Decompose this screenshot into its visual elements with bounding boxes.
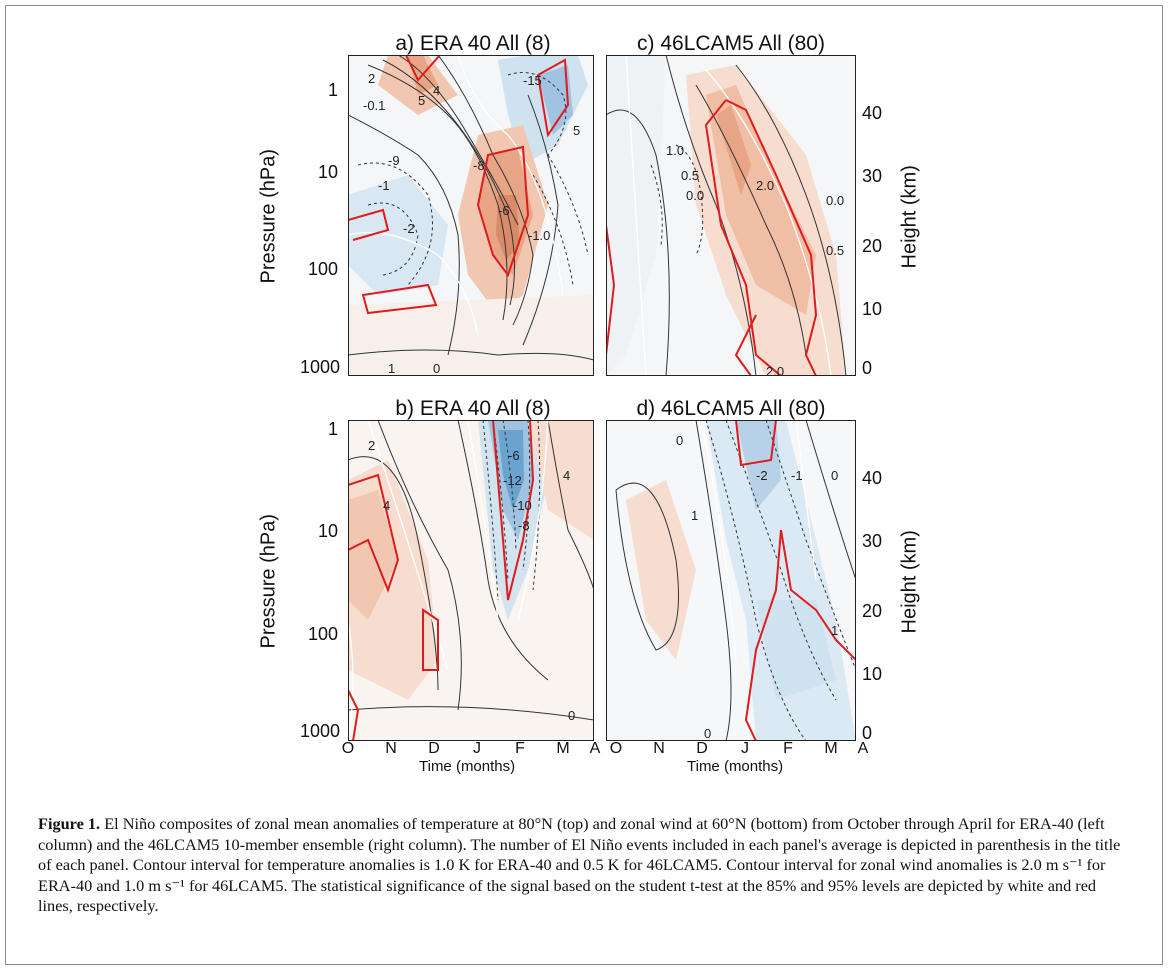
svg-text:1: 1 — [691, 508, 698, 523]
svg-text:1: 1 — [388, 361, 395, 376]
pressure-tick: 1000 — [300, 357, 341, 377]
height-tick: 40 — [862, 103, 883, 123]
panel-d-contour-labels: 0 -2 -1 0 1 1 0 — [676, 433, 838, 741]
svg-text:2.0: 2.0 — [756, 178, 774, 193]
svg-text:-0.1: -0.1 — [363, 98, 385, 113]
svg-text:0.5: 0.5 — [826, 243, 844, 258]
svg-text:-15: -15 — [523, 73, 542, 88]
height-tick: 20 — [862, 601, 883, 621]
panel-a-title: a) ERA 40 All (8) — [395, 32, 551, 55]
month-tick: O — [609, 740, 623, 757]
month-tick: D — [696, 740, 708, 757]
svg-text:2: 2 — [368, 71, 375, 86]
height-tick: 0 — [862, 358, 873, 378]
month-tick: J — [741, 740, 749, 757]
svg-text:0: 0 — [831, 468, 838, 483]
svg-text:0: 0 — [568, 708, 575, 723]
month-tick: J — [473, 740, 481, 757]
panel-d-plot: 0 -2 -1 0 1 1 0 — [606, 420, 856, 741]
month-tick: N — [653, 740, 665, 757]
height-tick: 30 — [862, 166, 883, 186]
pressure-tick: 1000 — [300, 721, 341, 741]
svg-text:5: 5 — [573, 123, 580, 138]
month-tick: O — [341, 740, 355, 757]
height-tick: 30 — [862, 531, 883, 551]
time-axis-label-right: Time (months) — [687, 758, 784, 775]
figure-caption: Figure 1. El Niño composites of zonal me… — [38, 814, 1128, 917]
pressure-axis-label-top: Pressure (hPa) — [257, 149, 280, 284]
svg-text:1.0: 1.0 — [666, 143, 684, 158]
svg-text:-8: -8 — [473, 158, 485, 173]
svg-text:-8: -8 — [518, 518, 530, 533]
pressure-tick: 10 — [317, 521, 338, 541]
svg-text:-6: -6 — [498, 203, 510, 218]
svg-text:-2: -2 — [756, 468, 768, 483]
panel-b-contour-labels: 2 4 -6 -12 -10 -8 4 0 — [368, 438, 575, 723]
svg-text:1: 1 — [831, 623, 838, 638]
height-tick: 40 — [862, 468, 883, 488]
panel-a-contour-labels: 2 -0.1 5 4 -9 -1 -2 -8 -6 -1.0 1 0 -15 5 — [363, 71, 580, 376]
figure-frame — [5, 5, 1163, 965]
height-tick: 0 — [862, 723, 873, 743]
month-tick: M — [556, 740, 570, 757]
pressure-tick: 100 — [307, 624, 338, 644]
svg-text:5: 5 — [418, 93, 425, 108]
month-tick: A — [589, 740, 601, 757]
panel-c-plot: 1.0 0.5 0.0 2.0 0.0 0.5 2.0 — [606, 55, 856, 376]
pressure-tick: 1 — [327, 80, 338, 100]
svg-text:4: 4 — [433, 83, 440, 98]
svg-text:-2: -2 — [403, 221, 415, 236]
pressure-tick: 100 — [307, 259, 338, 279]
svg-text:-1: -1 — [378, 178, 390, 193]
svg-text:-6: -6 — [508, 448, 520, 463]
height-tick: 10 — [862, 299, 883, 319]
height-axis-label-top: Height (km) — [898, 165, 921, 269]
pressure-tick: 10 — [317, 162, 338, 182]
month-tick: D — [428, 740, 440, 757]
panel-a-plot: 2 -0.1 5 4 -9 -1 -2 -8 -6 -1.0 1 0 -15 5 — [348, 55, 594, 376]
time-axis-label-left: Time (months) — [419, 758, 516, 775]
svg-text:2.0: 2.0 — [766, 364, 784, 376]
caption-label: Figure 1. — [38, 814, 101, 833]
panel-d-title: d) 46LCAM5 All (80) — [636, 397, 826, 420]
svg-text:0.0: 0.0 — [826, 193, 844, 208]
pressure-axis-label-bottom: Pressure (hPa) — [257, 514, 280, 649]
height-tick: 10 — [862, 664, 883, 684]
month-tick: M — [824, 740, 838, 757]
svg-text:0: 0 — [676, 433, 683, 448]
svg-text:0: 0 — [704, 726, 711, 741]
month-tick: N — [385, 740, 397, 757]
caption-text: El Niño composites of zonal mean anomali… — [38, 814, 1121, 915]
svg-text:-10: -10 — [513, 498, 532, 513]
panel-b-title: b) ERA 40 All (8) — [395, 397, 551, 420]
panel-c-contour-labels: 1.0 0.5 0.0 2.0 0.0 0.5 2.0 — [666, 143, 844, 376]
svg-text:2: 2 — [368, 438, 375, 453]
panel-c-title: c) 46LCAM5 All (80) — [637, 32, 825, 55]
svg-text:-9: -9 — [388, 153, 400, 168]
svg-text:-12: -12 — [503, 473, 522, 488]
height-axis-label-bottom: Height (km) — [898, 530, 921, 634]
month-tick: F — [515, 740, 525, 757]
height-tick: 20 — [862, 236, 883, 256]
svg-text:-1: -1 — [791, 468, 803, 483]
month-tick: A — [857, 740, 869, 757]
pressure-tick: 1 — [327, 419, 338, 439]
svg-text:4: 4 — [563, 468, 570, 483]
month-tick: F — [783, 740, 793, 757]
svg-text:0.5: 0.5 — [681, 168, 699, 183]
panel-b-plot: 2 4 -6 -12 -10 -8 4 0 — [348, 420, 594, 741]
svg-text:-1.0: -1.0 — [528, 228, 550, 243]
svg-text:0.0: 0.0 — [686, 188, 704, 203]
svg-text:0: 0 — [433, 361, 440, 376]
svg-text:4: 4 — [383, 498, 390, 513]
